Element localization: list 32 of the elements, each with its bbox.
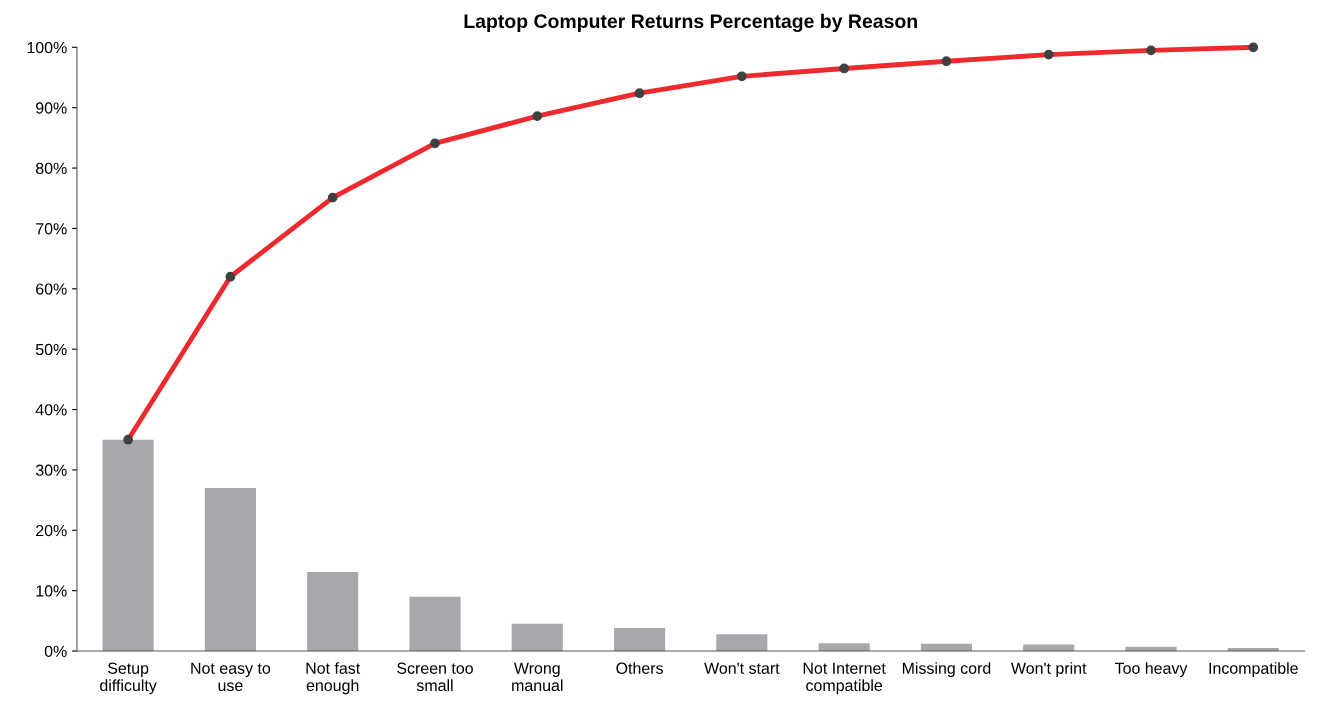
bar [307, 571, 359, 652]
chart-title: Laptop Computer Returns Percentage by Reason [464, 13, 917, 32]
y-tick-label: 90% [36, 102, 67, 114]
y-tick-label: 30% [35, 464, 67, 476]
x-tick-label: Others [616, 662, 663, 674]
bar [613, 628, 666, 652]
bar [204, 488, 256, 652]
bar [409, 596, 461, 652]
y-tick-label: 10% [36, 585, 67, 597]
x-tick-label: Won't print [1011, 662, 1087, 678]
x-tick-label: Not easy to use [191, 662, 271, 692]
y-tick-label: 80% [35, 162, 67, 175]
x-tick-label: Setup difficulty [100, 662, 157, 695]
bar [102, 439, 154, 652]
x-tick-label: Missing cord [902, 662, 991, 678]
x-tick-label: Not Internet compatible [803, 662, 886, 695]
x-tick-label: Screen too small [397, 662, 473, 692]
x-tick-label: Incompatible [1209, 662, 1298, 678]
y-tick-label: 70% [36, 223, 67, 235]
x-tick-label: Wrong manual [512, 662, 563, 692]
y-tick-label: 40% [35, 404, 67, 416]
bar [1023, 644, 1075, 652]
bar [511, 623, 563, 652]
y-tick-label: 60% [36, 283, 67, 295]
y-tick-label: 0% [44, 645, 67, 657]
y-tick-label: 50% [35, 343, 67, 356]
y-tick-label: 100% [27, 41, 67, 54]
x-tick-label: Won't start [704, 662, 780, 674]
x-tick-label: Too heavy [1114, 662, 1188, 678]
y-tick-label: 20% [36, 524, 67, 537]
x-tick-label: Not fast enough [306, 662, 361, 695]
bar [716, 634, 768, 652]
